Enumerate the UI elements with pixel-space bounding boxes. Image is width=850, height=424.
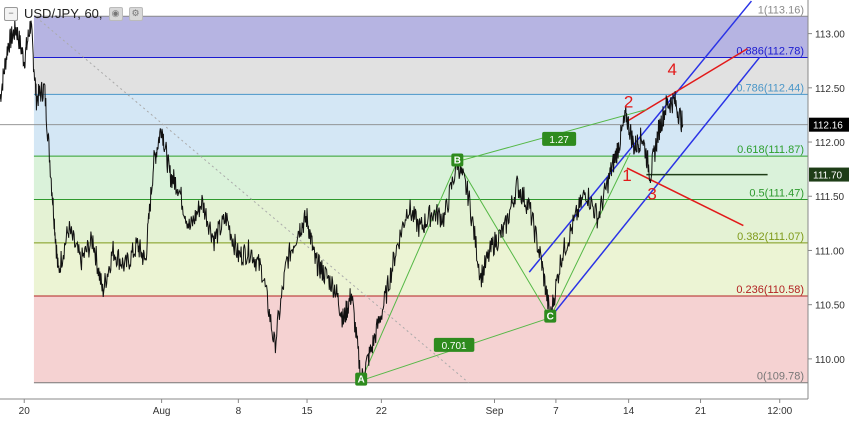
projection-label-badge	[433, 337, 475, 352]
fib-level-label-0: 1(113.16)	[758, 4, 804, 16]
fib-level-label-1: 0.886(112.78)	[736, 45, 804, 57]
price-badge-bg	[809, 117, 849, 132]
abc-zigzag-line	[360, 152, 631, 381]
abc-point-text: B	[454, 156, 461, 167]
fib-band-0	[33, 16, 809, 58]
price-series-line	[0, 19, 684, 383]
fib-level-label-5: 0.382(111.07)	[737, 231, 804, 243]
fib-band-3	[33, 156, 809, 200]
y-tick-label-6: 110.50	[815, 301, 845, 312]
abc-point-text: C	[547, 312, 554, 323]
trend-line-channel-lower	[549, 56, 761, 319]
abc-point-B: B	[451, 153, 464, 167]
price-badge-text: 112.16	[813, 121, 843, 132]
fib-level-label-6: 0.236(110.58)	[736, 284, 804, 296]
wave-label-2: 2	[624, 92, 633, 111]
wave-label-4: 4	[668, 60, 677, 79]
x-tick-label-1: Aug	[153, 406, 171, 417]
projection-label-badge	[542, 131, 577, 146]
trend-line-red-upper	[628, 48, 748, 121]
fib-level-label-2: 0.786(112.44)	[736, 82, 804, 94]
abc-point-badge	[544, 309, 557, 323]
wave-label-1: 1	[622, 166, 631, 185]
projection-label-text: 1.27	[549, 135, 569, 146]
x-tick-label-6: 7	[553, 406, 559, 417]
fib-level-label-7: 0(109.78)	[757, 371, 804, 383]
price-badge-0: 112.16	[809, 117, 849, 132]
x-tick-label-7: 14	[623, 406, 635, 417]
abc-point-A: A	[355, 372, 368, 386]
projection-label-1.27: 1.27	[542, 131, 577, 146]
x-tick-label-0: 20	[19, 406, 31, 417]
x-tick-label-3: 15	[301, 406, 313, 417]
trend-line-red-lower	[626, 167, 744, 227]
abc-point-C: C	[544, 309, 557, 323]
abc-point-text: A	[358, 375, 365, 386]
x-tick-label-9: 12:00	[767, 406, 792, 417]
minus-square-icon[interactable]: −	[4, 6, 18, 21]
y-tick-label-7: 110.00	[815, 355, 845, 366]
x-tick-label-4: 22	[376, 406, 388, 417]
abc-point-badge	[451, 153, 464, 167]
y-tick-label-1: 113.00	[815, 30, 845, 41]
y-tick-label-3: 112.00	[815, 138, 845, 149]
fib-band-5	[33, 242, 809, 296]
fib-level-label-4: 0.5(111.47)	[749, 188, 804, 200]
fib-level-label-3: 0.618(111.87)	[737, 144, 804, 156]
x-tick-label-2: 8	[236, 406, 242, 417]
trend-line-dotted-diagonal	[36, 16, 469, 384]
symbol-label: USD/JPY, 60,	[24, 6, 103, 21]
price-badge-text: 111.70	[813, 171, 843, 182]
fib-band-2	[33, 94, 809, 157]
projection-label-0.701: 0.701	[433, 337, 475, 352]
abc-point-badge	[355, 372, 368, 386]
eye-icon[interactable]: ◉	[108, 6, 123, 21]
projection-label-text: 0.701	[442, 341, 467, 352]
fib-band-1	[33, 57, 809, 95]
gear-icon[interactable]: ⚙	[128, 6, 143, 21]
y-tick-label-2: 112.50	[815, 84, 845, 95]
chart-header: − USD/JPY, 60, ◉ ⚙	[4, 6, 143, 21]
price-badge-1: 111.70	[809, 167, 849, 182]
x-tick-label-8: 21	[695, 406, 707, 417]
y-tick-label-4: 111.50	[815, 192, 845, 203]
price-badge-bg	[809, 167, 849, 182]
x-tick-label-5: Sep	[486, 406, 504, 417]
wave-label-3: 3	[647, 185, 656, 204]
y-tick-label-5: 111.00	[815, 246, 845, 257]
fib-band-6	[33, 295, 809, 383]
